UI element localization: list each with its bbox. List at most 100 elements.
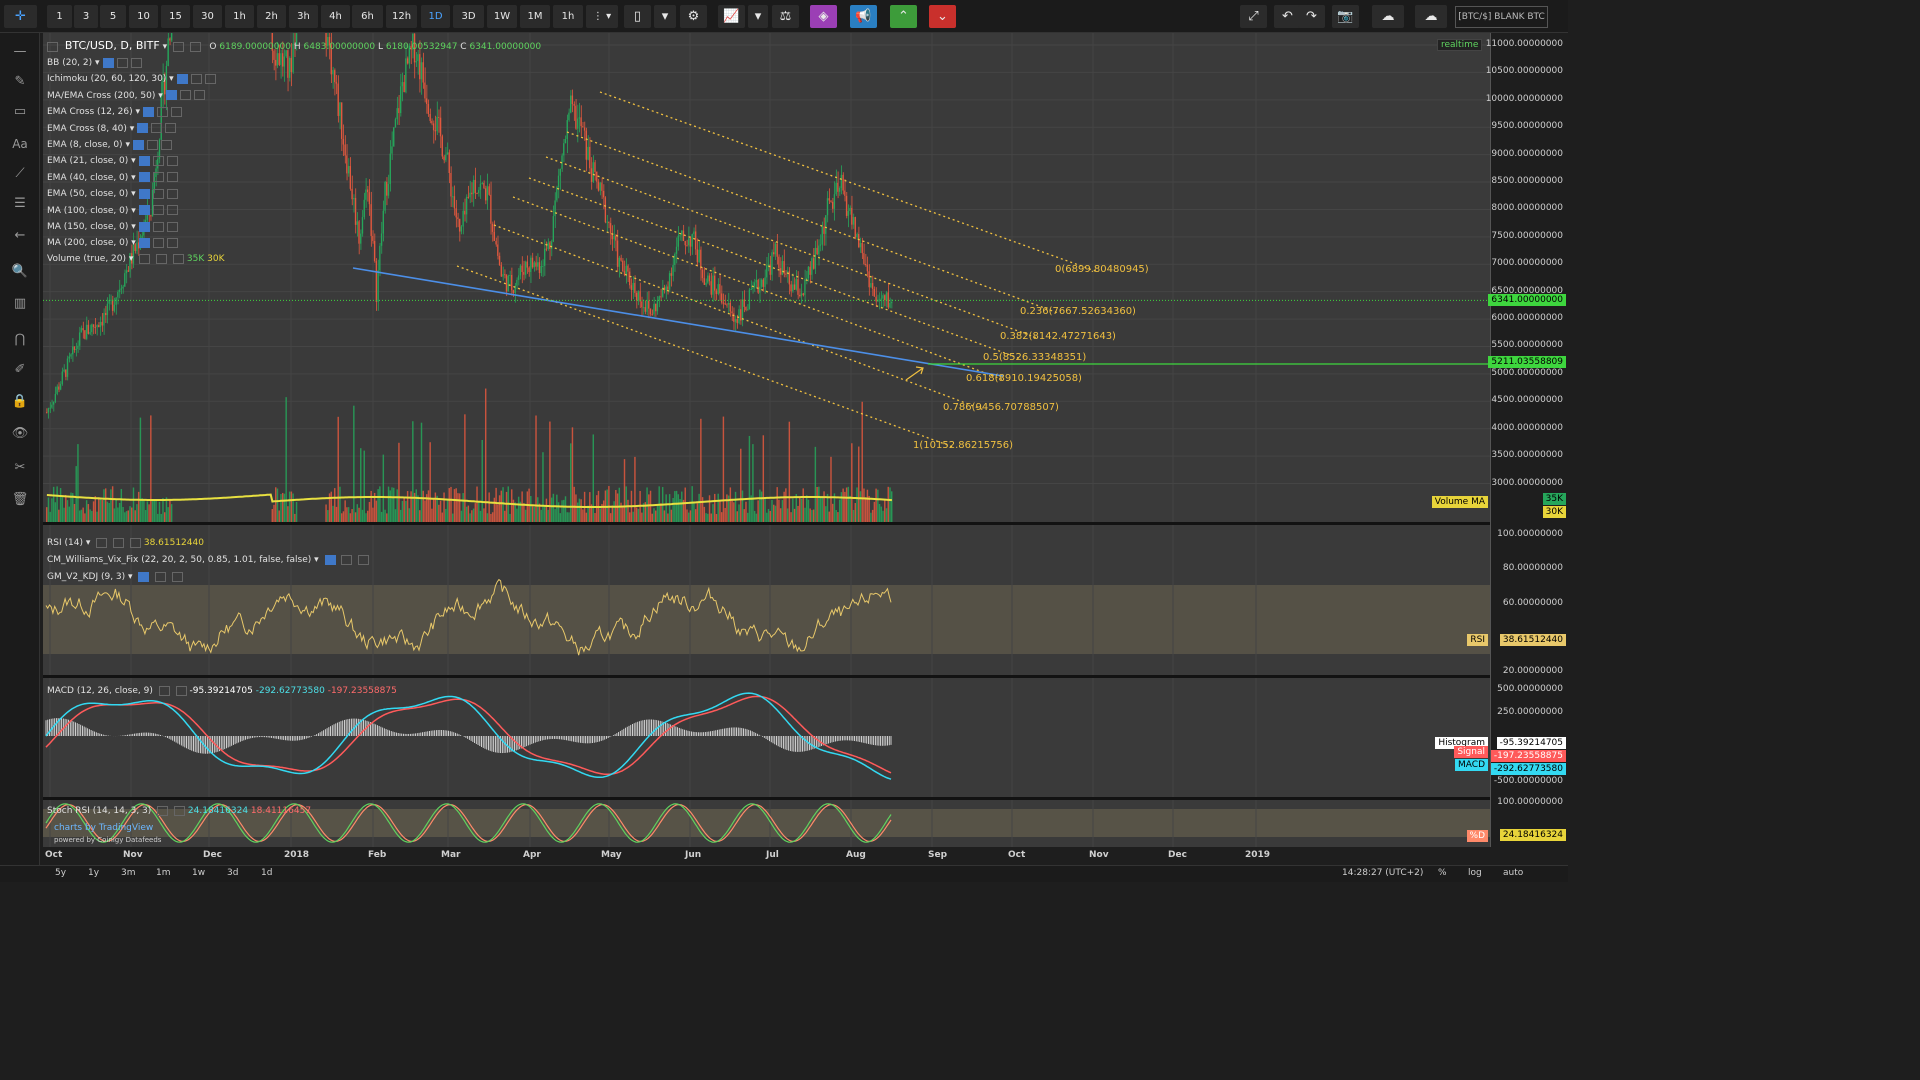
measure-icon[interactable]: ▥ <box>13 296 27 311</box>
hide-toggle[interactable] <box>152 205 164 216</box>
trend-line-icon[interactable]: — <box>13 44 27 59</box>
interval-button-10[interactable]: 10 <box>129 5 158 28</box>
rsi-legend-label[interactable]: RSI (14) <box>47 538 83 548</box>
settings-toggle[interactable] <box>139 253 151 264</box>
sell-arrow-icon[interactable]: ⌄ <box>929 5 956 28</box>
trend-line[interactable] <box>352 267 1004 377</box>
hide-toggle[interactable] <box>155 571 167 582</box>
chevron-down-icon[interactable]: ▾ <box>126 123 135 134</box>
indicator-legend[interactable]: EMA Cross (8, 40) ▾ <box>47 122 177 136</box>
indicator-legend-label[interactable]: MA (150, close, 0) <box>47 222 129 232</box>
settings-toggle[interactable] <box>172 41 184 52</box>
indicators-icon[interactable]: 📈 <box>718 5 745 28</box>
close-toggle[interactable] <box>171 106 183 117</box>
indicator-legend-label[interactable]: EMA (21, close, 0) <box>47 156 129 167</box>
indicator-legend[interactable]: Ichimoku (20, 60, 120, 30) ▾ <box>47 72 216 86</box>
indicator-legend[interactable]: MA (200, close, 0) ▾ <box>47 236 178 250</box>
indicator-legend[interactable]: EMA Cross (12, 26) ▾ <box>47 105 183 119</box>
gear-icon[interactable]: ⚙ <box>680 5 707 28</box>
indicator-legend-label[interactable]: EMA Cross (8, 40) <box>47 123 127 134</box>
hide-toggle[interactable] <box>151 123 163 134</box>
close-toggle[interactable] <box>165 123 177 134</box>
fib-level-label[interactable]: 0.786(9456.70788507) <box>943 402 1059 413</box>
close-toggle[interactable] <box>358 554 370 565</box>
chevron-down-icon[interactable]: ▾ <box>128 156 136 167</box>
interval-button-3h[interactable]: 3h <box>289 5 318 28</box>
range-button-1w[interactable]: 1w <box>192 868 206 878</box>
range-button-5y[interactable]: 5y <box>55 868 67 878</box>
chevron-down-icon[interactable]: ▾ <box>132 107 141 118</box>
indicator-legend-label[interactable]: Ichimoku (20, 60, 120, 30) <box>47 74 167 85</box>
cloud-download-icon[interactable]: ☁ <box>1372 5 1404 28</box>
chevron-down-icon[interactable]: ▾ <box>128 189 136 200</box>
more-intervals-icon[interactable]: ⋮ ▾ <box>586 5 618 28</box>
close-toggle[interactable] <box>166 188 178 199</box>
tradingview-credit[interactable]: charts by TradingView <box>54 823 154 833</box>
hide-toggle[interactable] <box>152 188 164 199</box>
clock[interactable]: 14:28:27 (UTC+2) <box>1342 868 1424 878</box>
chart-svg[interactable] <box>43 33 1490 847</box>
cube-icon[interactable]: ◈ <box>810 5 837 28</box>
hide-toggle[interactable] <box>190 73 202 84</box>
settings-toggle[interactable] <box>324 554 336 565</box>
indicator-legend[interactable]: EMA (40, close, 0) ▾ <box>47 171 178 185</box>
interval-button-1w[interactable]: 1W <box>487 5 517 28</box>
vix-legend[interactable]: CM_Williams_Vix_Fix (22, 20, 2, 50, 0.85… <box>47 553 370 567</box>
indicator-legend[interactable]: MA (100, close, 0) ▾ <box>47 204 178 218</box>
indicator-legend[interactable]: EMA (50, close, 0) ▾ <box>47 187 178 201</box>
main-pane[interactable] <box>43 33 1490 522</box>
collapse-icon[interactable] <box>47 41 58 52</box>
interval-button-1h[interactable]: 1h <box>553 5 583 28</box>
stoch-legend-label[interactable]: Stoch RSI (14, 14, 3, 3) <box>47 806 152 816</box>
fib-channel-line[interactable] <box>493 224 985 411</box>
settings-toggle[interactable] <box>138 155 150 166</box>
price-axis[interactable]: 11000.00000000 10500.00000000 10000.000000… <box>1431 33 1568 847</box>
indicator-legend-label[interactable]: EMA (50, close, 0) <box>47 189 129 200</box>
close-toggle[interactable] <box>173 253 185 264</box>
crosshair-icon[interactable]: ✛ <box>4 5 37 28</box>
rectangle-icon[interactable]: ▭ <box>13 104 27 119</box>
chevron-down-icon[interactable]: ▾ <box>128 238 136 249</box>
log-toggle[interactable]: log <box>1468 868 1482 878</box>
fib-channel-line[interactable] <box>545 156 1038 339</box>
interval-button-5[interactable]: 5 <box>100 5 126 28</box>
interval-button-15[interactable]: 15 <box>161 5 190 28</box>
settings-toggle[interactable] <box>138 172 150 183</box>
text-icon[interactable]: Aa <box>12 137 28 151</box>
fib-level-label[interactable]: 0.236(7667.52634360) <box>1020 306 1136 317</box>
auto-toggle[interactable]: auto <box>1503 868 1524 878</box>
macd-legend-label[interactable]: MACD (12, 26, close, 9) <box>47 686 153 696</box>
hide-toggle[interactable] <box>175 685 187 696</box>
settings-toggle[interactable] <box>96 537 108 548</box>
settings-toggle[interactable] <box>138 205 150 216</box>
fib-icon[interactable]: ☰ <box>14 196 26 211</box>
settings-toggle[interactable] <box>176 73 188 84</box>
volume-legend[interactable]: Volume (true, 20) ▾ 35K 30K <box>47 253 225 264</box>
settings-toggle[interactable] <box>138 571 150 582</box>
interval-button-1d[interactable]: 1D <box>421 5 450 28</box>
close-toggle[interactable] <box>130 57 142 68</box>
chevron-down-icon[interactable]: ▾ <box>166 74 174 85</box>
interval-button-2h[interactable]: 2h <box>257 5 286 28</box>
pattern-icon[interactable]: ⟋ <box>15 166 25 181</box>
range-button-3m[interactable]: 3m <box>121 868 136 878</box>
compare-icon[interactable]: ⚖ <box>772 5 799 28</box>
indicator-legend[interactable]: EMA (8, close, 0) ▾ <box>47 138 172 152</box>
camera-icon[interactable]: 📷 <box>1332 5 1359 28</box>
magnet-icon[interactable]: ⋂ <box>14 332 26 347</box>
arrow-annotation[interactable] <box>905 367 924 381</box>
interval-button-1[interactable]: 1 <box>47 5 72 28</box>
draw-mode-icon[interactable]: ✐ <box>14 362 26 377</box>
cloud-upload-icon[interactable]: ☁ <box>1415 5 1447 28</box>
pane-separator[interactable] <box>43 797 1568 800</box>
volume-legend-label[interactable]: Volume (true, 20) <box>47 254 127 264</box>
range-button-1y[interactable]: 1y <box>88 868 100 878</box>
fib-level-label[interactable]: 0.618(8910.19425058) <box>966 373 1082 384</box>
chart-canvas[interactable] <box>43 33 1490 847</box>
hide-toggle[interactable] <box>152 221 164 232</box>
chevron-down-icon[interactable]: ▾ <box>155 90 163 101</box>
megaphone-icon[interactable]: 📢 <box>850 5 877 28</box>
hide-toggle[interactable] <box>179 90 191 101</box>
hide-toggle[interactable] <box>116 57 128 68</box>
interval-button-1h[interactable]: 1h <box>225 5 254 28</box>
